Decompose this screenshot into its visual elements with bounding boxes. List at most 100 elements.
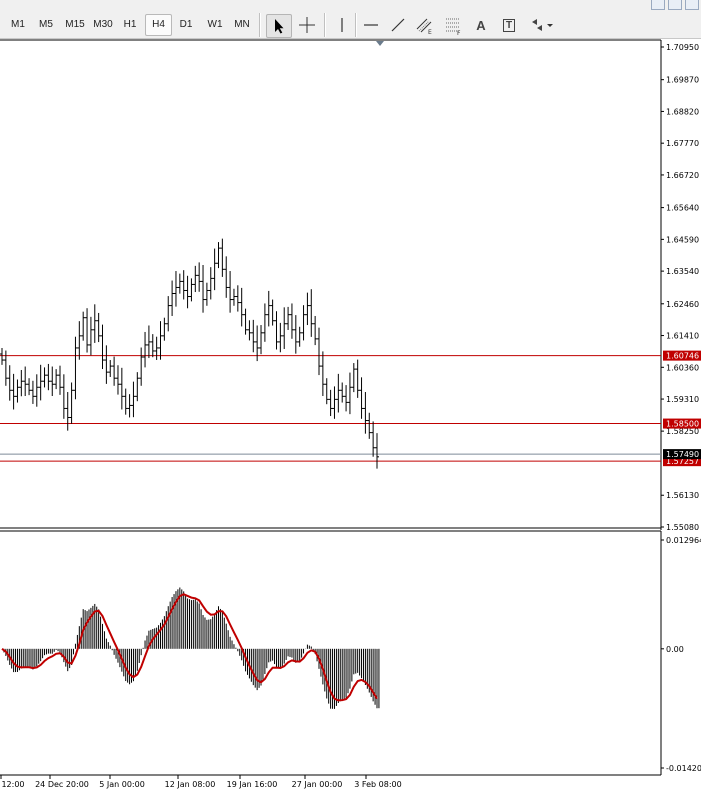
ohlc-bar [286,306,291,330]
cursor-arrow-icon[interactable] [266,14,292,38]
restore-icon[interactable] [668,0,682,10]
price-tick-label: 1.65640 [666,204,699,213]
ohlc-bar [228,271,233,313]
text-tool-glyph: A [476,17,486,33]
ohlc-bar [367,412,372,439]
ohlc-bar [328,389,333,417]
level-price-label: 1.57257 [666,457,699,466]
ohlc-bar [146,325,151,359]
ohlc-bar [181,270,186,300]
ohlc-bar [340,382,345,403]
timeframe-m1-button[interactable]: M1 [11,19,25,30]
ohlc-bar [123,388,128,415]
close-icon[interactable] [685,0,699,10]
ohlc-bar [54,369,59,390]
ohlc-bar [235,285,240,312]
trendline-icon[interactable] [386,14,410,36]
macd-tick-label: 0.012964 [666,536,701,545]
text-icon[interactable]: A [469,14,493,36]
ohlc-bar [239,287,244,327]
timeframe-m5-button[interactable]: M5 [39,19,53,30]
ohlc-bar [50,366,55,396]
ohlc-bar [112,356,117,386]
ohlc-bar [332,386,337,419]
ohlc-bar [69,382,74,424]
ohlc-bar [274,311,279,350]
chart-shift-marker-icon[interactable] [376,41,384,46]
ohlc-bar [197,262,202,292]
price-tick-label: 1.59310 [666,395,699,404]
ohlc-bar [216,242,221,269]
svg-text:F: F [457,30,461,35]
time-axis: 12:00 24 Dec 20:00 5 Jan 00:00 12 Jan 08:00… [0,775,402,789]
macd-tick-label: 0.00 [666,645,684,654]
ohlc-bar [23,366,28,396]
timeframe-w1-button[interactable]: W1 [207,19,223,30]
ohlc-bar [73,336,78,400]
toolbar-separator [259,13,261,37]
fibonacci-retracement-icon[interactable]: F [441,14,465,36]
ohlc-bar [104,345,109,384]
ohlc-bar [336,373,341,413]
ohlc-bar [347,372,352,415]
timeframe-m15-button[interactable]: M15 [65,19,85,30]
ohlc-bar [135,372,140,402]
price-tick-label: 1.66720 [666,171,699,180]
ohlc-bar [154,336,159,360]
ohlc-bar [204,282,209,306]
ohlc-bar [344,385,349,412]
ohlc-bar [170,280,175,316]
timeframe-h1-button[interactable]: H1 [123,19,137,30]
vertical-line-icon[interactable] [330,14,354,36]
timeframe-m30-button[interactable]: M30 [93,19,113,30]
ohlc-bar [313,315,318,346]
timeframe-d1-button[interactable]: D1 [179,19,193,30]
price-tick-label: 1.70950 [666,43,699,52]
chart-toolbar: M1 M5 M15 M30 H1 H4 D1 W1 MN E F A T [0,0,701,39]
ohlc-bar [266,290,271,327]
ohlc-bar [355,359,360,398]
ohlc-bar [42,367,47,388]
level-price-tag [663,418,701,429]
ohlc-bar [278,322,283,353]
ohlc-bar [3,350,8,386]
ohlc-bar [11,373,16,410]
price-panel[interactable] [0,40,661,529]
toolbar-separator [324,13,326,37]
ohlc-bar [162,317,167,341]
ohlc-bar [371,421,376,457]
ohlc-bar [297,326,302,347]
level-price-tag [663,350,701,361]
ohlc-bar [139,347,144,386]
price-tick-label: 1.64590 [666,235,699,244]
text-label-glyph: T [502,18,516,32]
price-tick-label: 1.63540 [666,267,699,276]
ohlc-bar [351,363,356,393]
ohlc-series [0,238,379,469]
ohlc-bar [177,273,182,294]
timeframe-mn-button[interactable]: MN [234,19,250,30]
price-tick-label: 1.69870 [666,76,699,85]
text-label-icon[interactable]: T [497,14,521,36]
ohlc-bar [305,292,310,326]
ohlc-bar [320,351,325,396]
ohlc-bar [201,264,206,313]
ohlc-bar [212,248,217,291]
ohlc-bar [19,369,24,397]
price-tick-label: 1.60360 [666,363,699,372]
price-tick-label: 1.55080 [666,523,699,532]
arrows-dropdown-icon[interactable] [527,14,555,36]
ohlc-bar [88,316,93,356]
ohlc-bar [262,303,267,342]
ohlc-bar [65,392,70,431]
minimize-icon[interactable] [651,0,665,10]
crosshair-icon[interactable] [295,14,319,36]
equidistant-channel-icon[interactable]: E [413,14,437,36]
ohlc-bar [100,324,105,370]
macd-histogram [3,587,380,709]
ohlc-bar [309,289,314,337]
timeframe-h4-button[interactable]: H4 [145,14,172,36]
ohlc-bar [270,299,275,326]
horizontal-line-icon[interactable] [359,14,383,36]
